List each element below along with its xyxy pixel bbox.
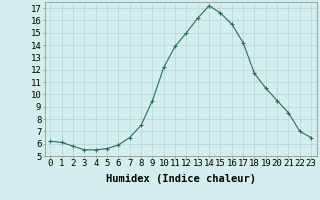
X-axis label: Humidex (Indice chaleur): Humidex (Indice chaleur) (106, 174, 256, 184)
